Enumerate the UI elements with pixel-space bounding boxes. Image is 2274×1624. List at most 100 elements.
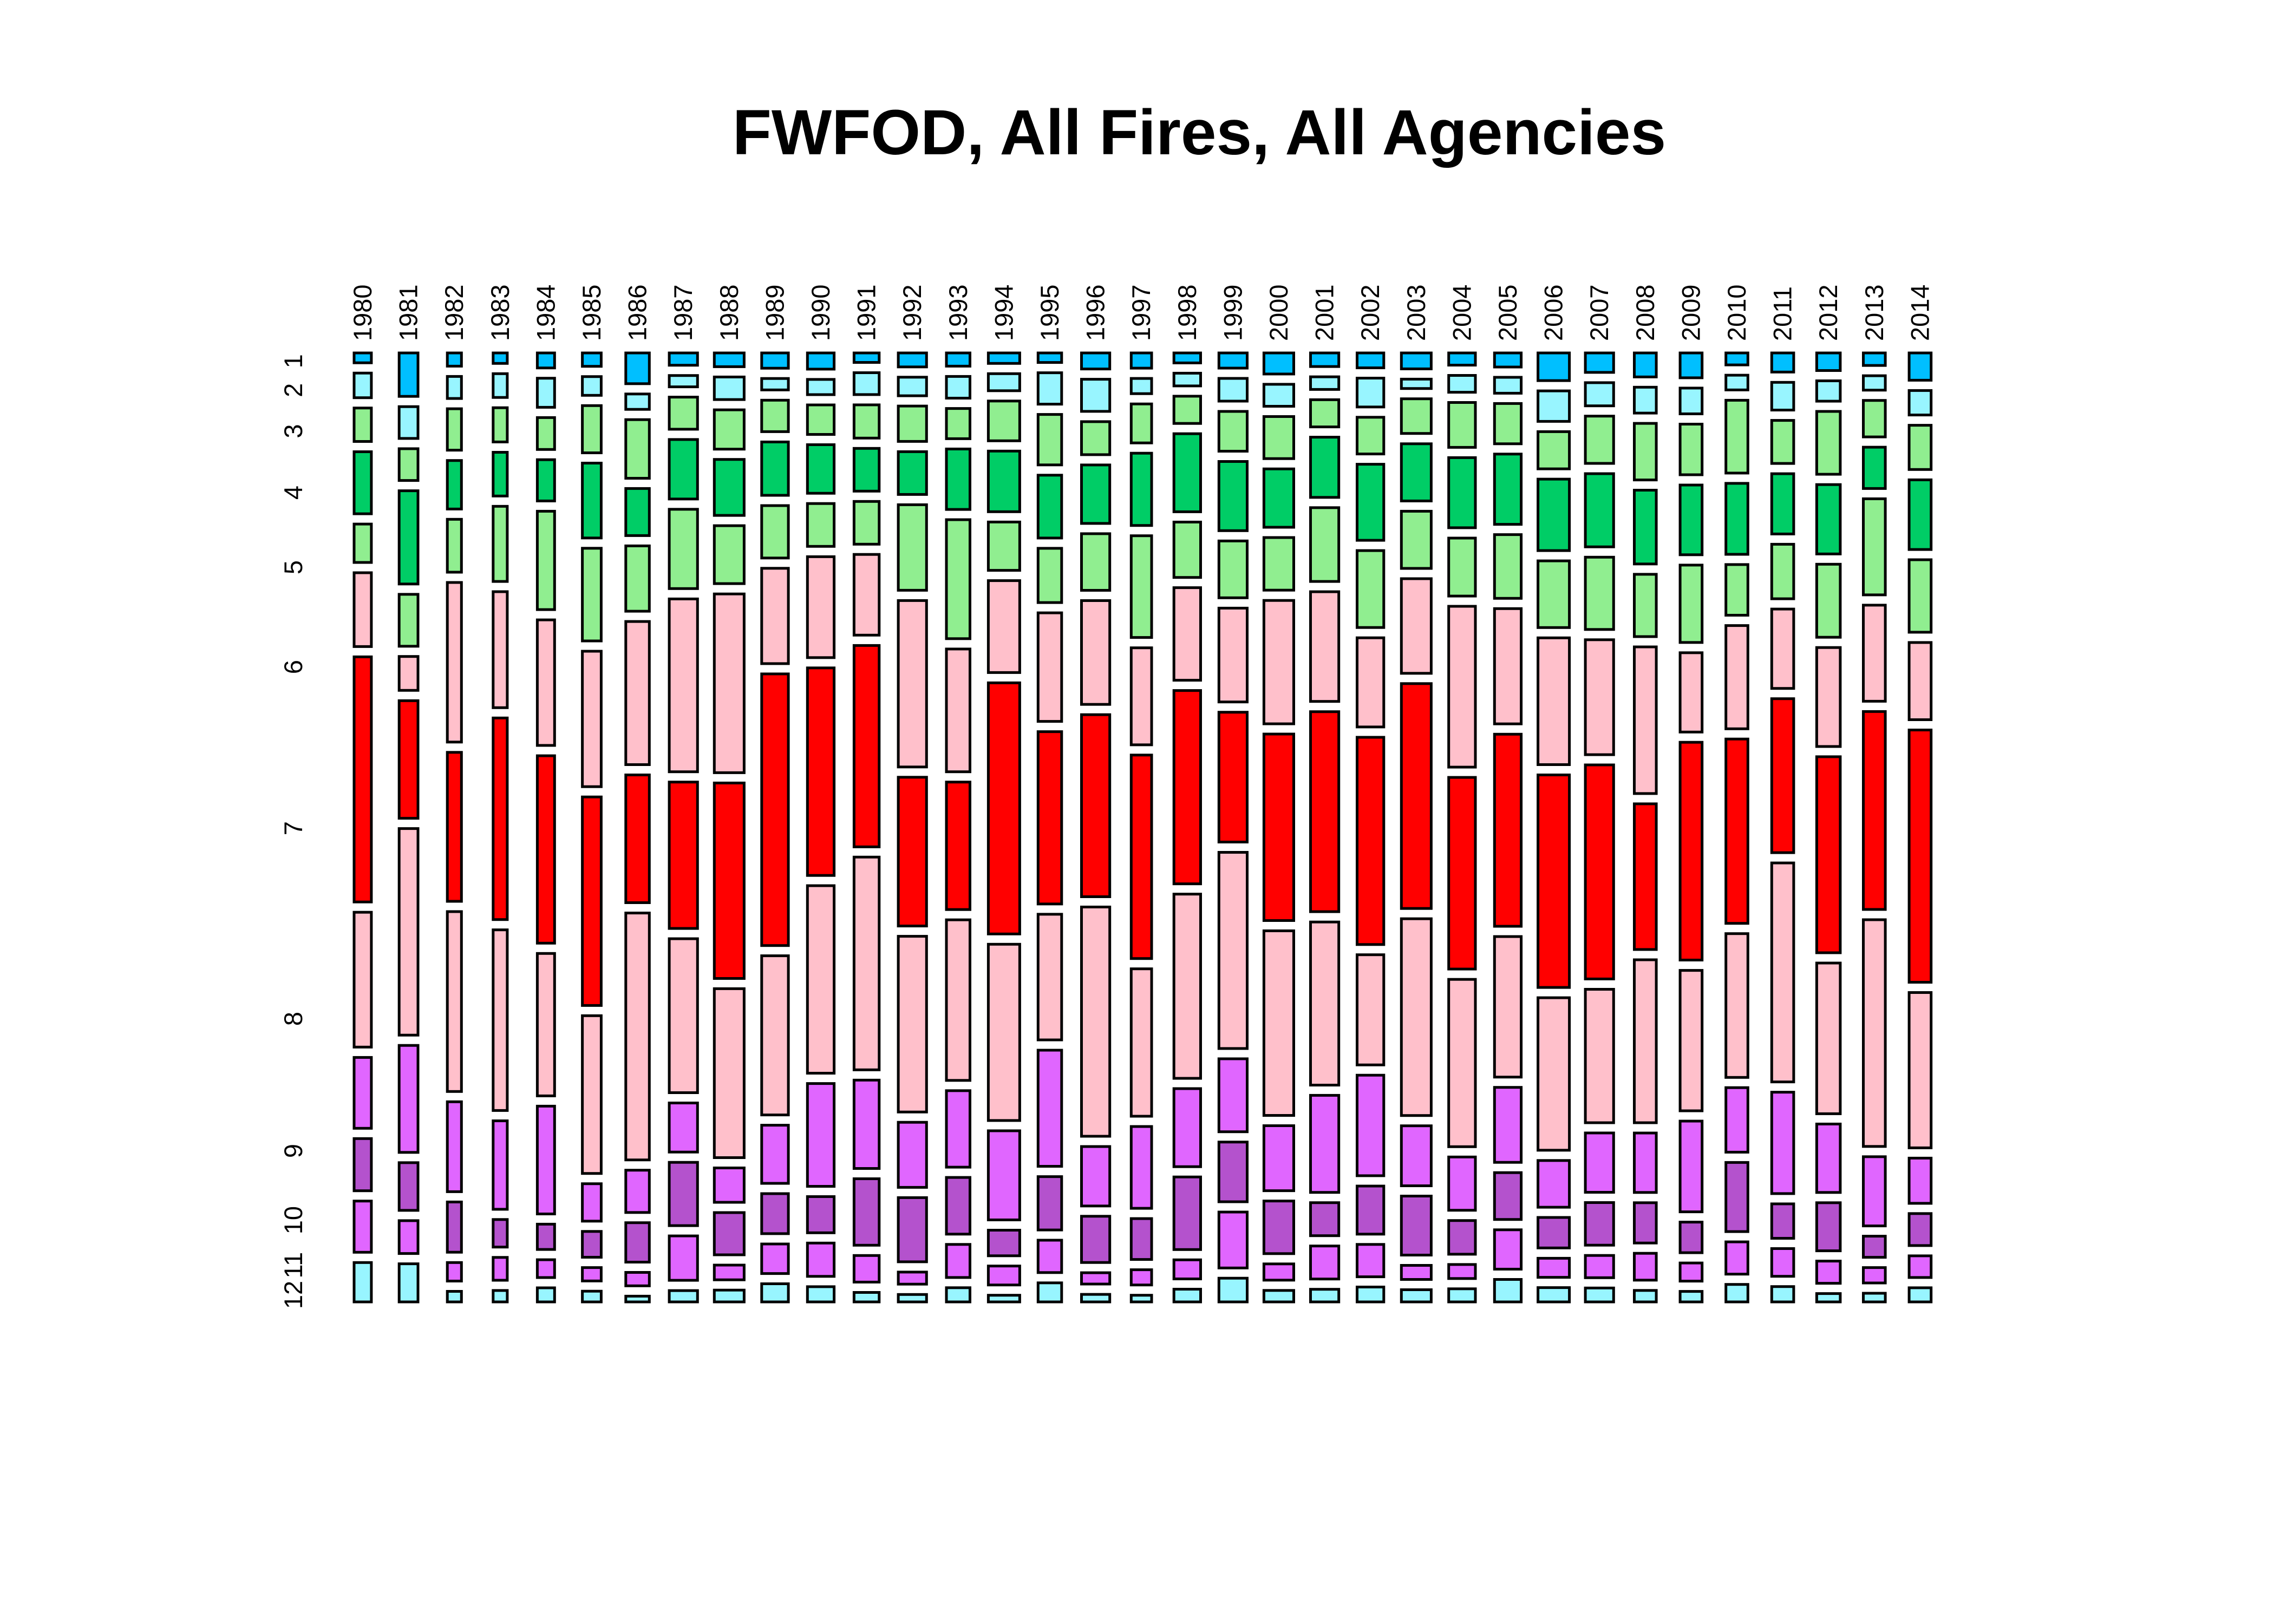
tile-2005-m6: [1493, 607, 1523, 725]
tile-2012-m11: [1815, 1260, 1842, 1285]
tile-2014-m7: [1907, 729, 1933, 984]
tile-1988-m4: [713, 458, 746, 517]
tile-1986-m9: [624, 1169, 651, 1214]
tile-2000-m2: [1262, 383, 1295, 408]
tile-2010-m7: [1724, 737, 1749, 925]
tile-2009-m6: [1678, 651, 1704, 734]
tile-2003-m2: [1400, 377, 1433, 390]
tile-1983-m8: [492, 928, 509, 1112]
month-label: 10: [279, 1206, 308, 1234]
tile-1981-m9: [397, 1044, 420, 1154]
tile-1996-m8: [1080, 906, 1112, 1138]
tile-2007-m8: [1584, 988, 1615, 1124]
tile-2005-m9: [1493, 1086, 1523, 1164]
tile-1988-m5: [713, 524, 746, 585]
tile-2013-m6: [1862, 604, 1887, 703]
tile-1980-m7: [352, 655, 373, 903]
tile-1985-m1: [581, 351, 603, 368]
tile-1996-m2: [1080, 378, 1112, 413]
year-label: 1998: [1173, 284, 1201, 341]
tile-2010-m9: [1724, 1086, 1749, 1154]
tile-2007-m5: [1584, 555, 1615, 631]
tile-1984-m3: [535, 416, 556, 451]
tile-2012-m3: [1815, 410, 1842, 476]
tile-1985-m7: [581, 795, 603, 1007]
tile-1991-m11: [852, 1254, 881, 1284]
tile-2009-m5: [1678, 564, 1704, 644]
tile-2013-m10: [1862, 1235, 1887, 1259]
tile-1984-m2: [535, 377, 556, 409]
tile-2000-m11: [1262, 1262, 1295, 1282]
tile-1989-m3: [760, 398, 790, 433]
tile-1982-m5: [446, 518, 463, 574]
year-label: 1980: [348, 284, 377, 341]
tile-1980-m4: [352, 450, 373, 515]
tile-1992-m7: [897, 776, 928, 928]
tile-1984-m5: [535, 509, 556, 611]
tile-1986-m12: [624, 1294, 651, 1304]
tile-2000-m4: [1262, 467, 1295, 529]
tile-1992-m9: [897, 1121, 928, 1189]
tile-2006-m3: [1537, 430, 1571, 470]
tile-2009-m8: [1678, 969, 1704, 1112]
tile-2004-m10: [1447, 1219, 1477, 1256]
tile-1992-m2: [897, 376, 928, 397]
tile-1993-m9: [945, 1089, 971, 1169]
tile-1984-m8: [535, 952, 556, 1097]
tile-1995-m10: [1036, 1175, 1063, 1232]
year-label: 1984: [531, 284, 560, 341]
year-label: 2006: [1539, 284, 1568, 341]
tile-1988-m10: [713, 1211, 746, 1256]
tile-1997-m6: [1129, 646, 1153, 746]
tile-1983-m12: [492, 1289, 509, 1304]
tile-2001-m9: [1309, 1093, 1341, 1194]
tile-1994-m10: [986, 1229, 1021, 1258]
tile-2005-m2: [1493, 376, 1523, 395]
tile-2008-m6: [1633, 645, 1658, 795]
tile-1981-m6: [397, 655, 420, 692]
tile-1996-m11: [1080, 1271, 1112, 1286]
tile-1982-m11: [446, 1261, 463, 1283]
tile-2001-m8: [1309, 920, 1341, 1086]
tile-2011-m9: [1770, 1091, 1795, 1195]
tile-1991-m3: [852, 403, 881, 440]
tile-2007-m2: [1584, 381, 1615, 408]
tile-1994-m2: [986, 372, 1021, 392]
tile-2006-m7: [1537, 774, 1571, 989]
tile-1999-m2: [1217, 377, 1249, 403]
tile-1990-m1: [806, 351, 836, 371]
tile-2001-m6: [1309, 590, 1341, 703]
tile-2004-m7: [1447, 776, 1477, 971]
tile-1999-m5: [1217, 539, 1249, 599]
tile-2002-m4: [1356, 463, 1386, 542]
tile-1994-m9: [986, 1129, 1021, 1221]
tile-1987-m3: [668, 396, 699, 431]
tile-1987-m7: [668, 781, 699, 930]
tile-1995-m3: [1036, 413, 1063, 467]
tile-1995-m6: [1036, 611, 1063, 723]
tile-1980-m12: [352, 1261, 373, 1304]
tile-2010-m12: [1724, 1283, 1749, 1304]
year-label: 2009: [1676, 284, 1705, 341]
tile-1999-m7: [1217, 711, 1249, 843]
tile-1989-m2: [760, 377, 790, 391]
tile-2003-m6: [1400, 577, 1433, 675]
year-label: 1996: [1081, 284, 1110, 341]
tile-2002-m2: [1356, 377, 1386, 409]
tile-2014-m5: [1907, 558, 1933, 634]
tile-2014-m2: [1907, 389, 1933, 417]
chart-title: FWFOD, All Fires, All Agencies: [733, 97, 1666, 168]
tile-2013-m5: [1862, 497, 1887, 597]
year-label: 1997: [1127, 284, 1155, 341]
tile-1998-m4: [1172, 432, 1202, 513]
tile-1996-m7: [1080, 713, 1112, 898]
tile-2004-m5: [1447, 536, 1477, 598]
tile-1982-m8: [446, 910, 463, 1093]
tile-2006-m1: [1537, 351, 1571, 382]
tile-1998-m11: [1172, 1258, 1202, 1281]
year-label: 2003: [1402, 284, 1430, 341]
tile-2005-m12: [1493, 1278, 1523, 1304]
tile-1997-m2: [1129, 377, 1153, 395]
tile-2006-m6: [1537, 636, 1571, 767]
